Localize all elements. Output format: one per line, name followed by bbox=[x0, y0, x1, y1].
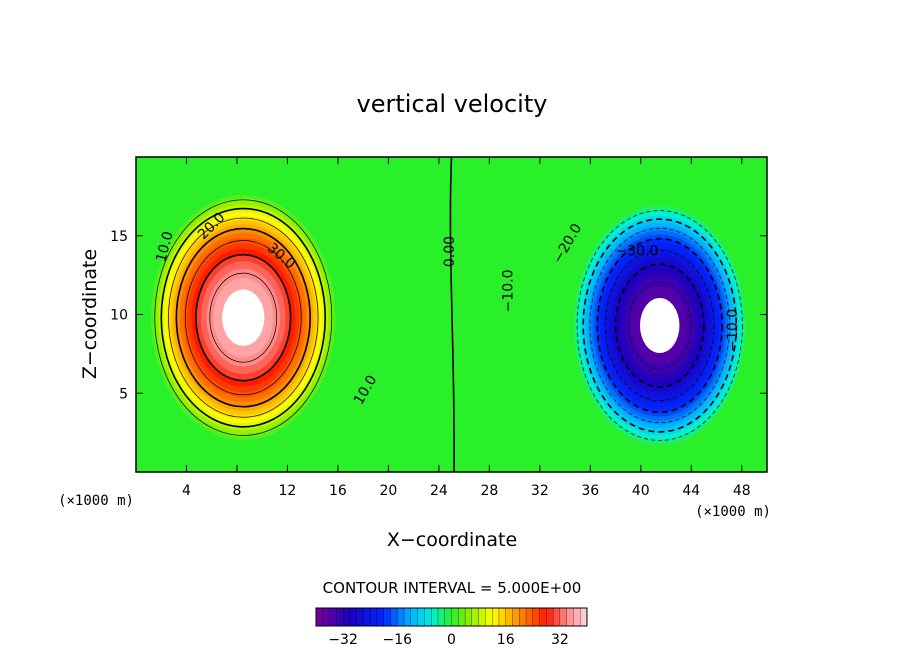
x-tick-label: 12 bbox=[279, 483, 297, 499]
colorbar-segment bbox=[464, 607, 473, 627]
x-tick-label: 4 bbox=[182, 483, 191, 499]
contour-line-0 bbox=[449, 156, 455, 473]
colorbar-segment bbox=[356, 607, 364, 627]
y-tick-label: 5 bbox=[119, 386, 128, 402]
y-tick-label: 15 bbox=[110, 229, 128, 245]
colorbar-segment bbox=[532, 607, 541, 627]
colorbar-segment bbox=[519, 607, 527, 627]
colorbar-segment bbox=[376, 607, 385, 627]
colorbar-segment bbox=[471, 607, 480, 627]
contour-line--5 bbox=[576, 210, 743, 441]
colorbar-segment bbox=[336, 607, 344, 627]
contour-interval-label: CONTOUR INTERVAL = 5.000E+00 bbox=[323, 579, 582, 597]
colorbar-segment bbox=[403, 607, 412, 627]
x-tick-label: 44 bbox=[682, 483, 700, 499]
x-axis-ticks: 4 8 12 16 20 24 28 32 36 40 44 48 bbox=[182, 157, 751, 499]
y-axis-label: Z−coordinate bbox=[79, 249, 101, 379]
contour-line-25 bbox=[184, 240, 302, 396]
colorbar-frame bbox=[315, 607, 588, 627]
contour-line--30 bbox=[614, 263, 705, 388]
colorbar-segment bbox=[349, 607, 358, 627]
fill-core-0 bbox=[222, 289, 265, 346]
contour-line-10 bbox=[160, 207, 327, 428]
colorbar-segment bbox=[580, 607, 588, 627]
contour-label: 0.00 bbox=[442, 236, 458, 267]
x-unit-label-left: (×1000 m) bbox=[58, 493, 134, 509]
colorbar-segment bbox=[505, 607, 513, 627]
fill-core-1 bbox=[639, 298, 680, 353]
colorbar-segment bbox=[546, 607, 554, 627]
contour-line--35 bbox=[628, 281, 692, 370]
colorbar-tick-label: 16 bbox=[497, 632, 515, 648]
colorbar-segment bbox=[383, 607, 391, 627]
colorbar-segment bbox=[437, 607, 446, 627]
x-tick-label: 20 bbox=[379, 483, 397, 499]
x-tick-label: 32 bbox=[531, 483, 549, 499]
contour-line--20 bbox=[596, 237, 723, 414]
contour-label: −30.0 bbox=[616, 244, 659, 260]
colorbar-segment bbox=[390, 607, 398, 627]
colorbar-segment bbox=[397, 607, 405, 627]
x-axis-label: X−coordinate bbox=[387, 529, 517, 551]
y-axis-ticks: 5 10 15 bbox=[110, 229, 767, 402]
colorbar-segment bbox=[485, 607, 493, 627]
colorbar-ticks: −32 −16 0 16 32 bbox=[328, 632, 568, 648]
contour-line-15 bbox=[168, 217, 319, 418]
x-tick-label: 24 bbox=[430, 483, 448, 499]
colorbar-segment bbox=[566, 607, 574, 627]
x-tick-label: 40 bbox=[632, 483, 650, 499]
contour-label: −10.0 bbox=[725, 309, 741, 352]
colorbar-segment bbox=[478, 607, 486, 627]
colorbar-tick-label: −32 bbox=[328, 632, 358, 648]
colorbar-segment bbox=[491, 607, 500, 627]
colorbar-segment bbox=[559, 607, 568, 627]
colorbar-segment bbox=[410, 607, 419, 627]
x-tick-label: 36 bbox=[581, 483, 599, 499]
colorbar-tick-label: 32 bbox=[551, 632, 569, 648]
contour-lines bbox=[154, 156, 743, 473]
colorbar-segment bbox=[512, 607, 520, 627]
colorbar-segment bbox=[424, 607, 432, 627]
colorbar bbox=[315, 607, 588, 627]
x-tick-label: 28 bbox=[480, 483, 498, 499]
colorbar-segment bbox=[322, 607, 330, 627]
colorbar-segment bbox=[370, 607, 378, 627]
plot-area: 10.020.030.010.00.00−10.0−20.0 −30.0−10.0 bbox=[135, 156, 768, 473]
colorbar-segment bbox=[444, 607, 452, 627]
contour-label: 10.0 bbox=[153, 230, 177, 264]
contour-line-5 bbox=[154, 199, 333, 436]
contour-line--10 bbox=[582, 218, 738, 433]
colorbar-segment bbox=[451, 607, 459, 627]
colorbar-segment bbox=[342, 607, 351, 627]
contour-label: −10.0 bbox=[500, 269, 516, 312]
chart-title: vertical velocity bbox=[357, 90, 548, 118]
colorbar-tick-label: 0 bbox=[447, 632, 456, 648]
colorbar-segment bbox=[417, 607, 425, 627]
contour-line--25 bbox=[605, 249, 715, 402]
colorbar-segment bbox=[498, 607, 507, 627]
colorbar-segment bbox=[315, 607, 324, 627]
colorbar-segment bbox=[525, 607, 534, 627]
colorbar-tick-label: −16 bbox=[383, 632, 413, 648]
contour-line-35 bbox=[209, 272, 278, 363]
colorbar-segment bbox=[539, 607, 547, 627]
contour-line--15 bbox=[589, 228, 730, 423]
colorbar-segment bbox=[363, 607, 371, 627]
colorbar-segment bbox=[573, 607, 581, 627]
contour-line-20 bbox=[175, 227, 311, 408]
x-tick-label: 16 bbox=[329, 483, 347, 499]
contour-line-30 bbox=[195, 253, 292, 382]
x-tick-label: 48 bbox=[733, 483, 751, 499]
x-tick-label: 8 bbox=[232, 483, 241, 499]
y-tick-label: 10 bbox=[110, 308, 128, 324]
x-unit-label-right: (×1000 m) bbox=[695, 504, 771, 520]
colorbar-segment bbox=[458, 607, 466, 627]
colorbar-segment bbox=[431, 607, 439, 627]
colorbar-segment bbox=[552, 607, 561, 627]
colorbar-segment bbox=[329, 607, 337, 627]
